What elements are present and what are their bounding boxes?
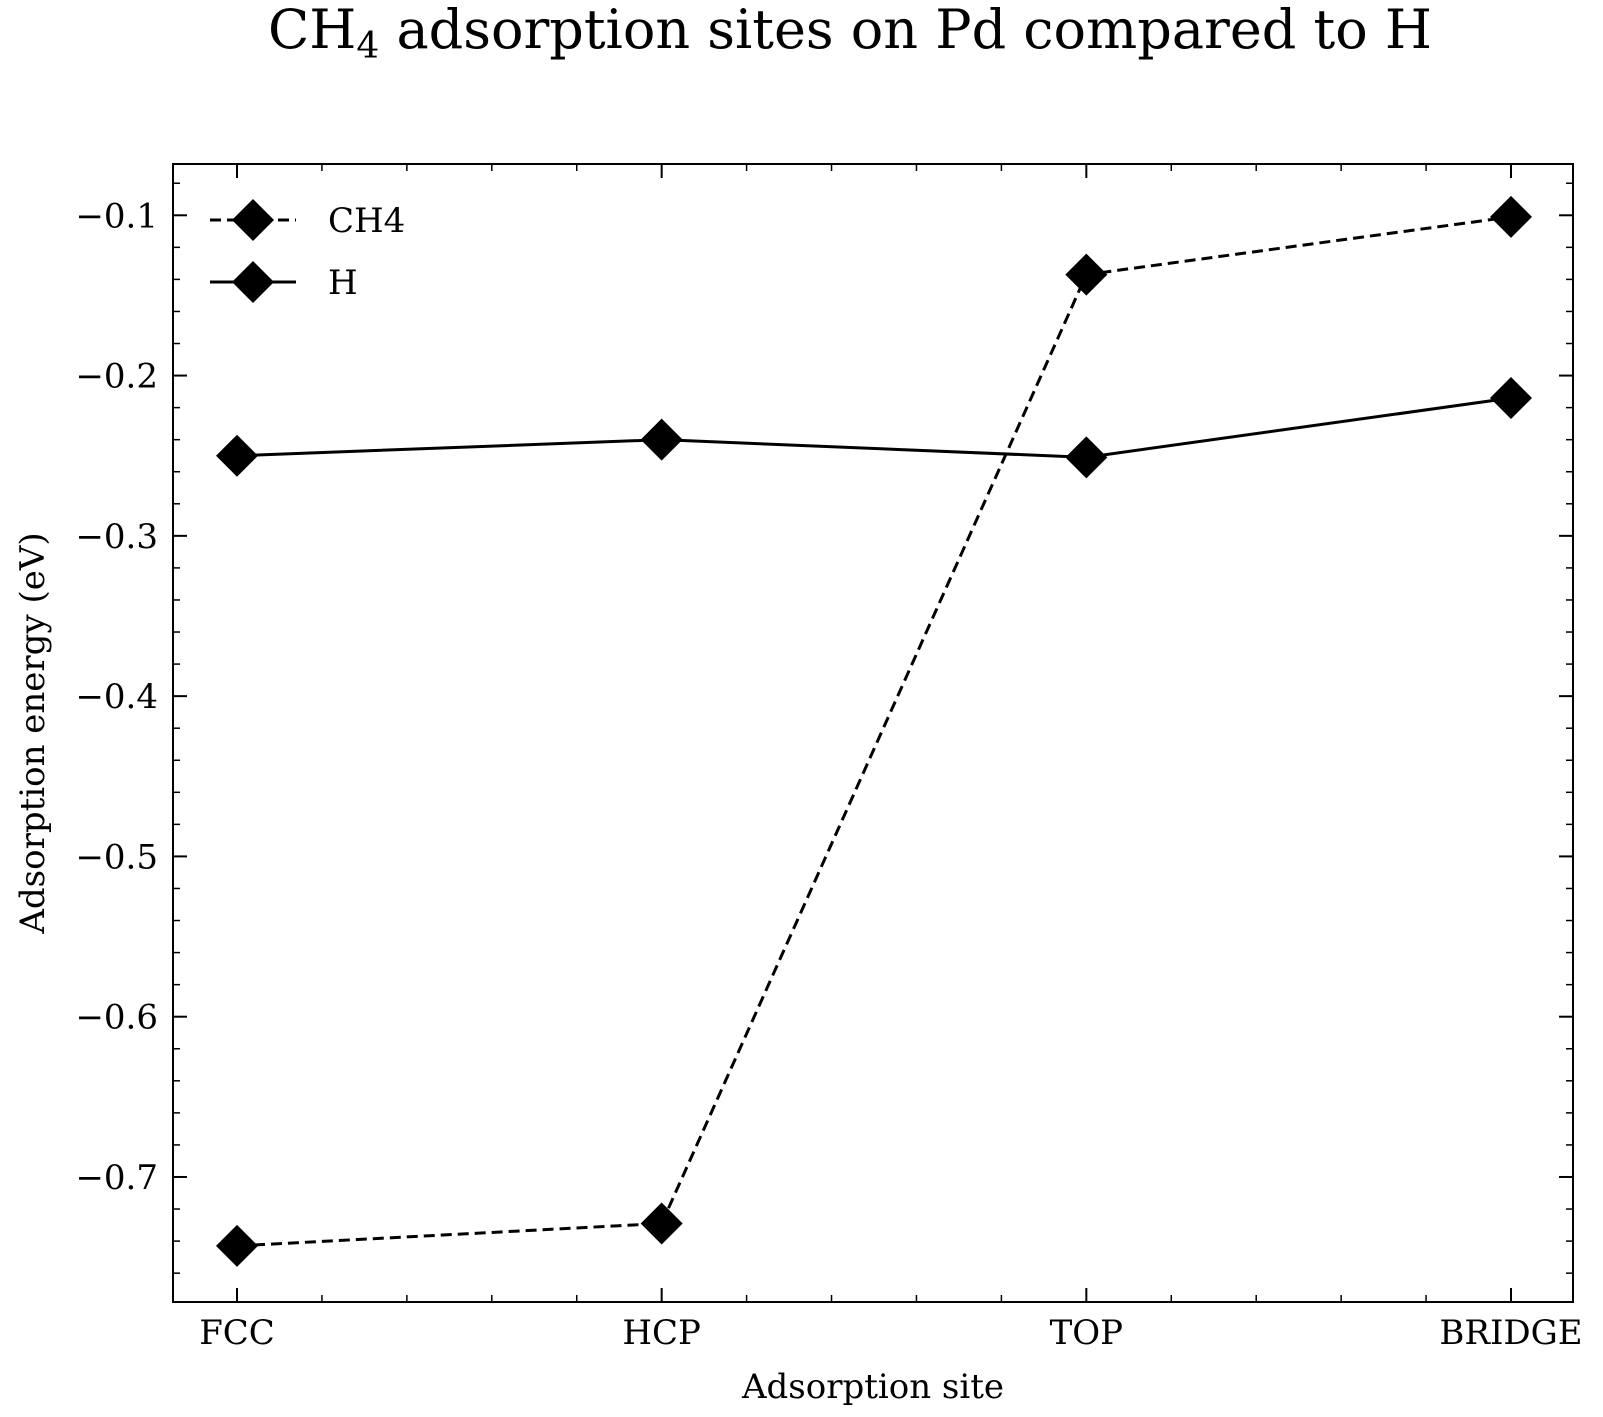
y-tick-label: −0.2 <box>75 357 158 397</box>
series-markers <box>216 195 1532 1267</box>
chart-title-suffix: adsorption sites on Pd compared to H <box>379 0 1432 61</box>
x-axis-label: Adsorption site <box>741 1367 1004 1407</box>
chart-title-subscript: 4 <box>356 26 379 67</box>
legend-marker-ch4 <box>232 199 274 241</box>
y-axis-label: Adsorption energy (eV) <box>13 532 53 934</box>
data-point-h <box>216 434 258 477</box>
y-tick-label: −0.6 <box>75 998 158 1038</box>
series-lines <box>236 215 1512 1248</box>
series-line-h <box>236 396 1512 459</box>
x-tick-labels: FCC HCP TOP BRIDGE <box>199 1313 1582 1353</box>
y-tick-label: −0.5 <box>75 837 158 877</box>
x-tick-label: HCP <box>622 1313 701 1353</box>
data-point-ch4 <box>1065 253 1108 296</box>
chart-title-prefix: CH <box>268 0 356 61</box>
y-tick-label: −0.7 <box>75 1158 158 1198</box>
plot-area-frame <box>172 163 1574 1303</box>
y-tick-label: −0.4 <box>75 677 158 717</box>
data-point-ch4 <box>640 1202 683 1245</box>
legend-label-ch4: CH4 <box>328 201 405 241</box>
legend-marker-h <box>232 261 274 303</box>
data-point-h <box>1490 377 1532 420</box>
axis-ticks <box>173 164 1573 1302</box>
data-point-h <box>1065 436 1108 479</box>
series-line-ch4 <box>236 215 1512 1248</box>
data-point-ch4 <box>1490 195 1532 238</box>
chart-title: CH4 adsorption sites on Pd compared to H <box>268 0 1432 67</box>
y-tick-label: −0.1 <box>75 196 158 236</box>
legend-label-h: H <box>328 263 358 303</box>
y-tick-labels: −0.7 −0.6 −0.5 −0.4 −0.3 −0.2 −0.1 <box>75 196 158 1198</box>
x-tick-label: TOP <box>1050 1313 1123 1353</box>
legend: CH4 H <box>210 199 405 303</box>
data-point-h <box>640 418 683 461</box>
x-tick-label: BRIDGE <box>1439 1313 1582 1353</box>
data-point-ch4 <box>216 1224 258 1267</box>
x-tick-label: FCC <box>199 1313 275 1353</box>
y-tick-label: −0.3 <box>75 517 158 557</box>
